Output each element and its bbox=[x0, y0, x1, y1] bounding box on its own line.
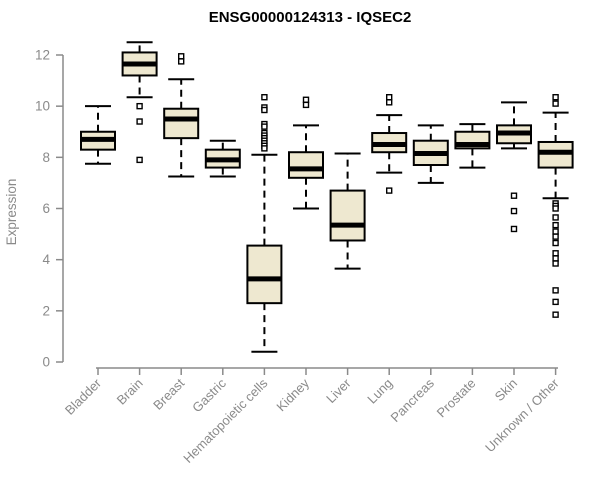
outlier-kidney-1 bbox=[302, 101, 310, 109]
outlier-lung-0 bbox=[386, 94, 393, 101]
category-label-breast: Breast bbox=[150, 375, 187, 412]
outlier-unknown-other-7 bbox=[552, 228, 559, 235]
y-tick-label-6: 6 bbox=[42, 201, 50, 216]
category-label-gastric: Gastric bbox=[189, 375, 229, 415]
box-group-lung bbox=[371, 94, 408, 194]
y-axis-title: Expression bbox=[4, 179, 19, 246]
category-label-pancreas: Pancreas bbox=[387, 375, 437, 425]
box-group-brain bbox=[121, 41, 158, 164]
y-tick-label-8: 8 bbox=[42, 150, 50, 165]
box-group-skin bbox=[496, 101, 532, 233]
outlier-unknown-other-9 bbox=[552, 239, 559, 247]
outlier-hematopoietic-cells-11 bbox=[261, 145, 268, 152]
outlier-unknown-other-6 bbox=[552, 221, 559, 229]
category-label-brain: Brain bbox=[114, 376, 146, 408]
y-tick-label-12: 12 bbox=[35, 48, 50, 63]
outlier-unknown-other-10 bbox=[552, 250, 559, 257]
outlier-skin-1 bbox=[510, 207, 518, 215]
box-group-breast bbox=[163, 53, 200, 178]
outlier-brain-1 bbox=[136, 118, 143, 125]
outlier-skin-2 bbox=[510, 225, 518, 233]
category-label-bladder: Bladder bbox=[62, 375, 105, 418]
box-kidney bbox=[288, 151, 324, 179]
outlier-unknown-other-8 bbox=[552, 233, 559, 240]
outlier-hematopoietic-cells-4 bbox=[261, 123, 268, 130]
category-label-lung: Lung bbox=[364, 376, 395, 407]
outlier-hematopoietic-cells-2 bbox=[261, 106, 268, 114]
box-group-hematopoietic-cells bbox=[246, 94, 283, 353]
outlier-unknown-other-15 bbox=[552, 311, 559, 318]
box-group-prostate bbox=[454, 123, 491, 169]
outlier-skin-0 bbox=[510, 192, 518, 199]
category-label-kidney: Kidney bbox=[273, 375, 312, 414]
outlier-lung-1 bbox=[386, 99, 393, 106]
outlier-hematopoietic-cells-0 bbox=[261, 94, 268, 101]
outlier-unknown-other-4 bbox=[552, 205, 559, 212]
box-group-unknown-other bbox=[537, 94, 574, 318]
chart-title: ENSG00000124313 - IQSEC2 bbox=[209, 9, 412, 26]
outlier-unknown-other-13 bbox=[552, 287, 559, 294]
box-unknown-other bbox=[537, 140, 574, 169]
outlier-unknown-other-12 bbox=[552, 260, 559, 267]
box-breast bbox=[163, 107, 200, 140]
outlier-breast-1 bbox=[177, 58, 185, 65]
y-tick-label-0: 0 bbox=[42, 355, 50, 370]
box-group-pancreas bbox=[412, 124, 449, 184]
outlier-unknown-other-11 bbox=[552, 255, 559, 262]
y-tick-label-4: 4 bbox=[42, 252, 50, 267]
outlier-unknown-other-5 bbox=[552, 214, 559, 221]
category-label-prostate: Prostate bbox=[434, 376, 479, 421]
category-label-skin: Skin bbox=[492, 376, 520, 404]
outlier-kidney-0 bbox=[302, 96, 310, 103]
box-series bbox=[80, 41, 574, 353]
category-label-unknown-other: Unknown / Other bbox=[482, 375, 562, 455]
box-group-liver bbox=[329, 152, 366, 270]
outlier-unknown-other-14 bbox=[552, 298, 559, 306]
outlier-brain-2 bbox=[136, 156, 143, 164]
y-tick-label-10: 10 bbox=[35, 99, 50, 114]
outlier-breast-0 bbox=[177, 53, 185, 60]
box-liver bbox=[329, 189, 366, 242]
box-group-kidney bbox=[288, 96, 324, 210]
outlier-unknown-other-1 bbox=[552, 100, 559, 107]
box-group-bladder bbox=[80, 105, 116, 165]
outlier-unknown-other-0 bbox=[552, 94, 559, 101]
box-group-gastric bbox=[204, 139, 241, 178]
y-tick-label-2: 2 bbox=[42, 303, 50, 318]
box-hematopoietic-cells bbox=[246, 244, 283, 305]
category-label-liver: Liver bbox=[323, 375, 354, 406]
outlier-lung-2 bbox=[386, 187, 393, 194]
outlier-brain-0 bbox=[136, 102, 143, 110]
